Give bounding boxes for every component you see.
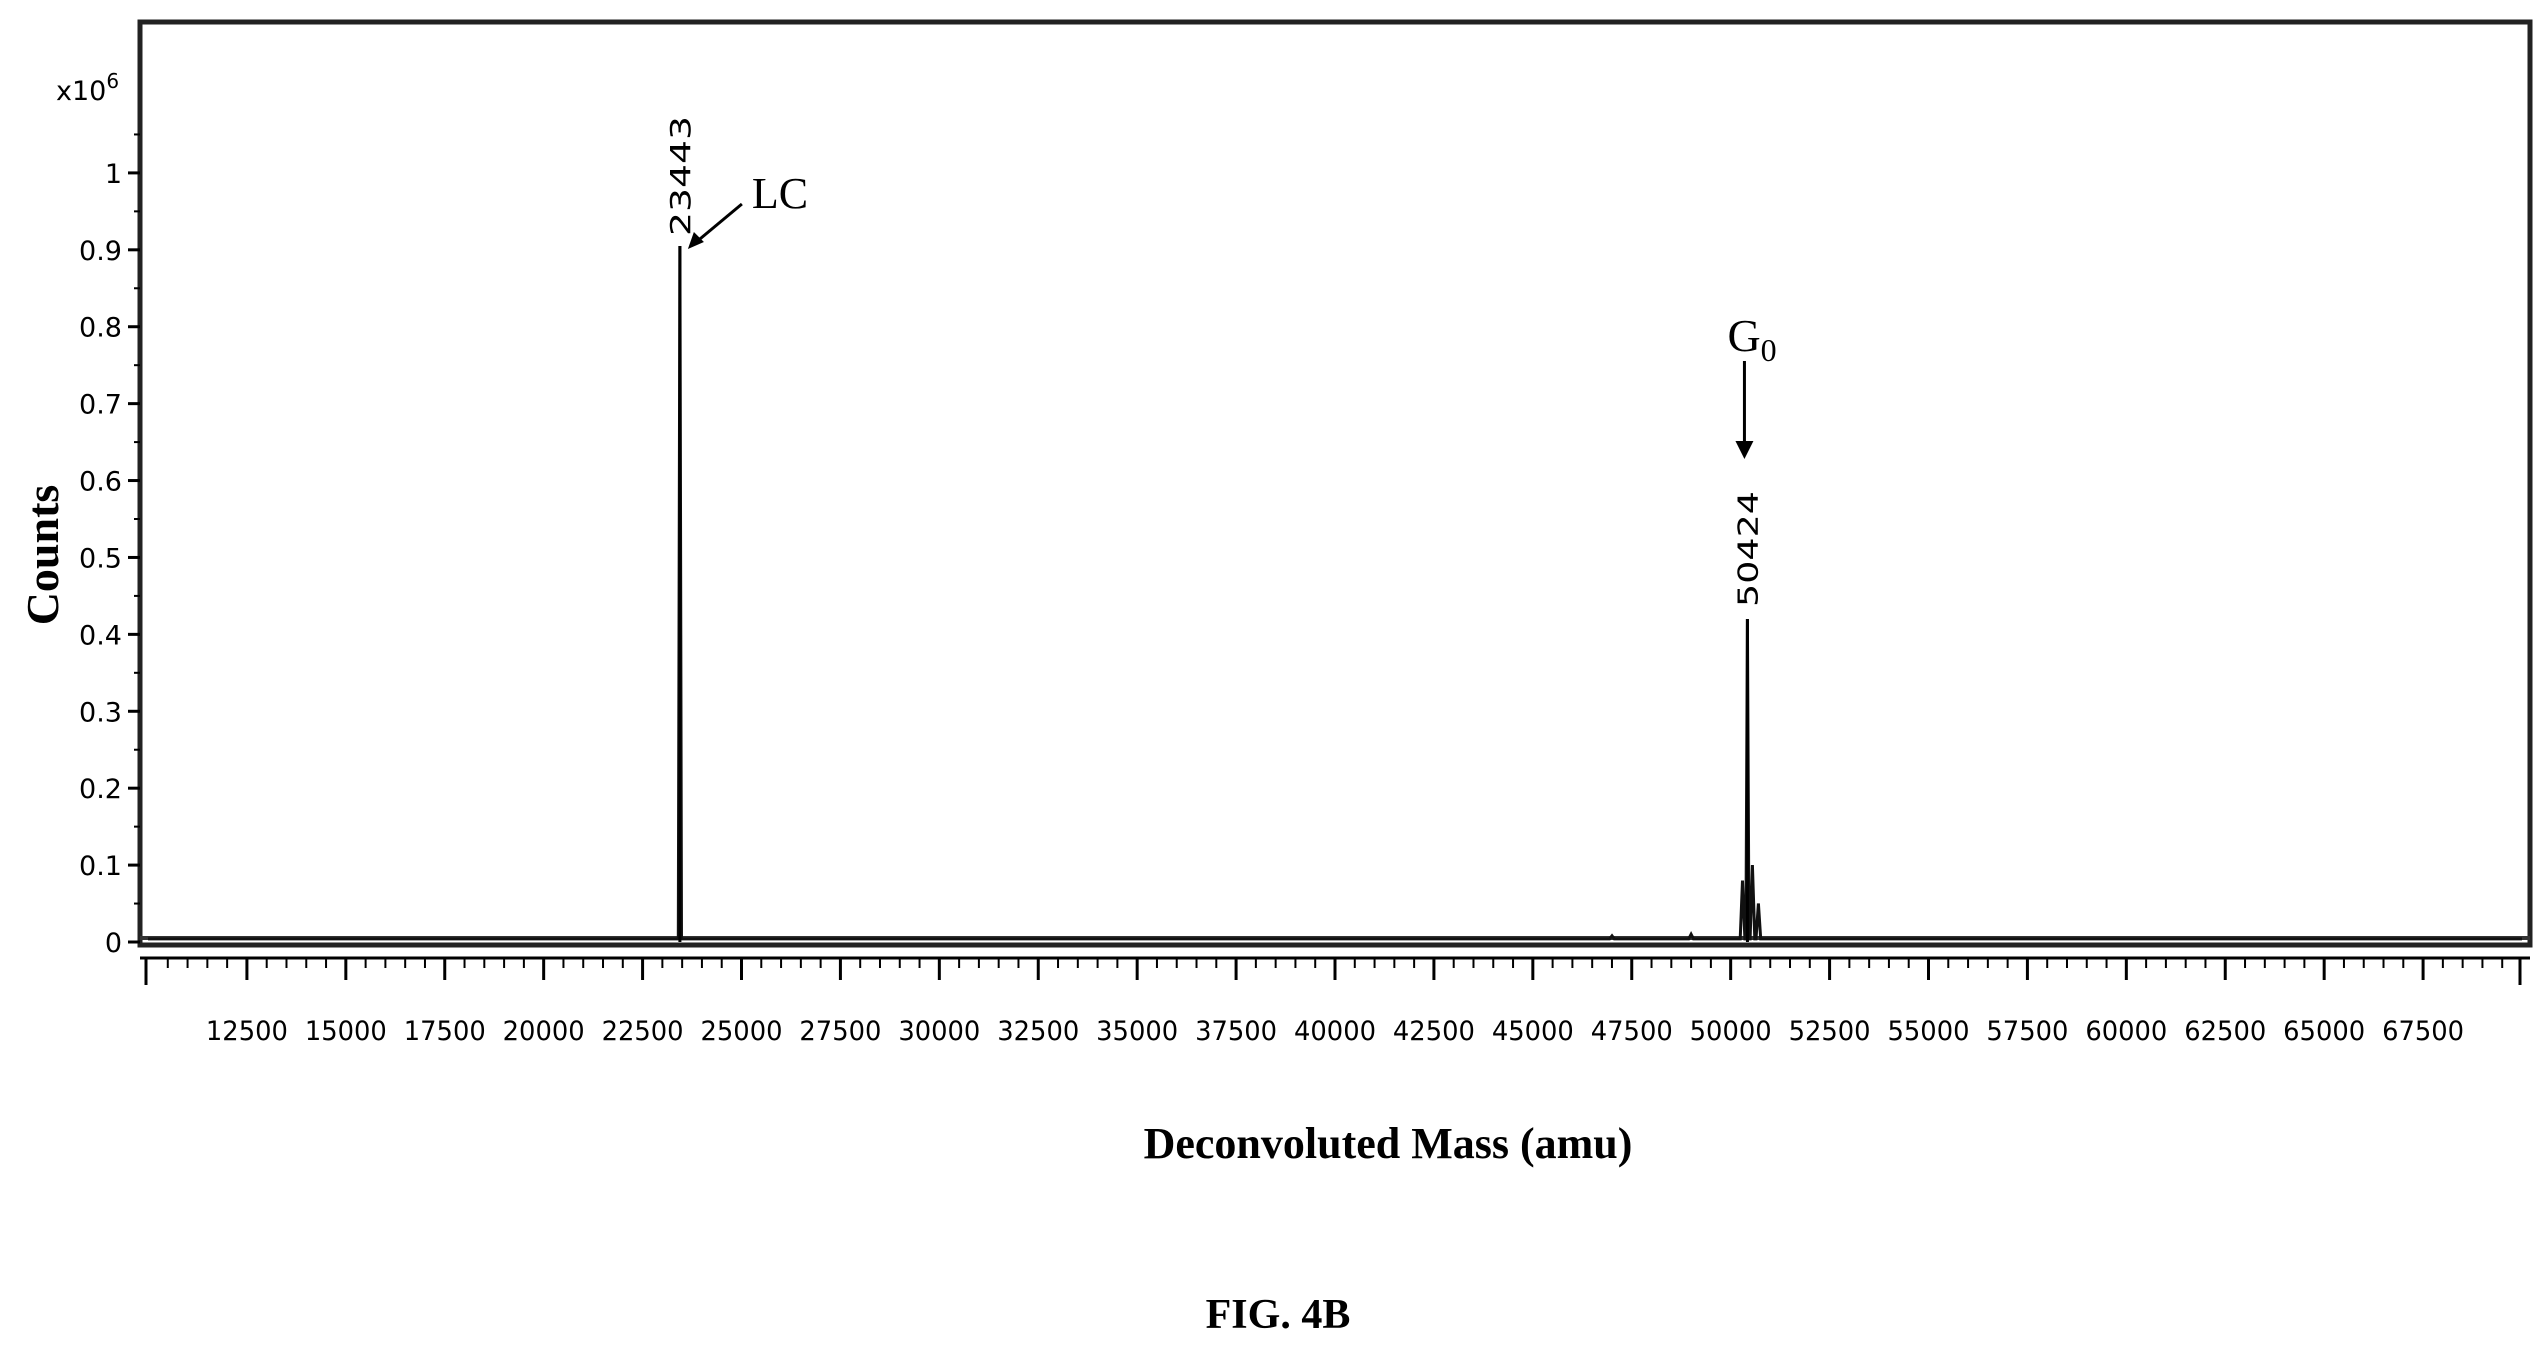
x-tick-label: 67500 (2382, 1016, 2464, 1047)
x-tick-label: 32500 (997, 1016, 1079, 1047)
x-tick-label: 27500 (799, 1016, 881, 1047)
y-tick-label: 0.7 (79, 390, 122, 421)
y-tick-label: 0.9 (79, 236, 122, 267)
peak-annotations: 23443 LC 50424 G0 (664, 116, 1777, 607)
peak-mass-label: 50424 (1731, 491, 1764, 607)
y-tick-label: 0 (105, 928, 122, 959)
x-tick-label: 22500 (602, 1016, 684, 1047)
x-tick-label: 60000 (2085, 1016, 2167, 1047)
x-tick-label: 37500 (1195, 1016, 1277, 1047)
lc-annotation: LC (752, 169, 808, 218)
x-tick-label: 17500 (404, 1016, 486, 1047)
x-tick-label: 65000 (2283, 1016, 2365, 1047)
y-multiplier-base: x10 (56, 76, 106, 107)
peak-mass-label: 23443 (664, 116, 697, 236)
plot-border (137, 19, 2533, 948)
x-tick-label: 47500 (1591, 1016, 1673, 1047)
x-axis-title: Deconvoluted Mass (amu) (1144, 1119, 1633, 1168)
y-tick-label: 0.5 (79, 543, 122, 574)
x-tick-label: 55000 (1888, 1016, 1970, 1047)
x-tick-label: 20000 (503, 1016, 585, 1047)
y-axis: 0 0.1 0.2 0.3 0.4 0.5 0.6 0.7 0.8 0.9 1 (79, 133, 140, 959)
x-tick-label: 62500 (2184, 1016, 2266, 1047)
y-multiplier-exp: 6 (106, 69, 119, 93)
y-tick-label: 0.8 (79, 313, 122, 344)
x-tick-label: 35000 (1096, 1016, 1178, 1047)
x-tick-label: 30000 (898, 1016, 980, 1047)
figure-caption: FIG. 4B (1206, 1292, 1351, 1338)
y-tick-label: 0.1 (79, 851, 122, 882)
lc-arrow-line (692, 202, 743, 246)
x-tick-label: 15000 (305, 1016, 387, 1047)
x-tick-label: 45000 (1492, 1016, 1574, 1047)
y-tick-label: 0.2 (79, 774, 122, 805)
y-tick-label: 0.4 (79, 620, 122, 651)
spectrum-trace (148, 245, 2522, 942)
x-tick-label: 57500 (1986, 1016, 2068, 1047)
y-multiplier: x106 (56, 69, 119, 107)
x-tick-label: 12500 (206, 1016, 288, 1047)
trace-line (148, 245, 2522, 941)
x-axis: 12500 15000 17500 20000 22500 25000 27500 30000… (140, 956, 2530, 1047)
x-tick-label: 25000 (701, 1016, 783, 1047)
g0-annotation-subscript: 0 (1761, 332, 1777, 368)
y-tick-label: 0.3 (79, 697, 122, 728)
y-tick-label: 0.6 (79, 467, 122, 498)
x-tick-label: 42500 (1393, 1016, 1475, 1047)
x-tick-label: 52500 (1789, 1016, 1871, 1047)
lc-arrow-head (687, 231, 704, 249)
svg-text:x106: x106 (56, 69, 119, 107)
y-tick-label: 1 (105, 159, 122, 190)
x-tick-label: 40000 (1294, 1016, 1376, 1047)
g0-annotation-letter: G (1727, 310, 1760, 361)
y-axis-title: Counts (17, 485, 68, 626)
plot-frame (137, 19, 2533, 948)
g0-arrow-head (1735, 440, 1754, 459)
g0-annotation: G0 (1727, 310, 1776, 368)
x-tick-label: 50000 (1690, 1016, 1772, 1047)
